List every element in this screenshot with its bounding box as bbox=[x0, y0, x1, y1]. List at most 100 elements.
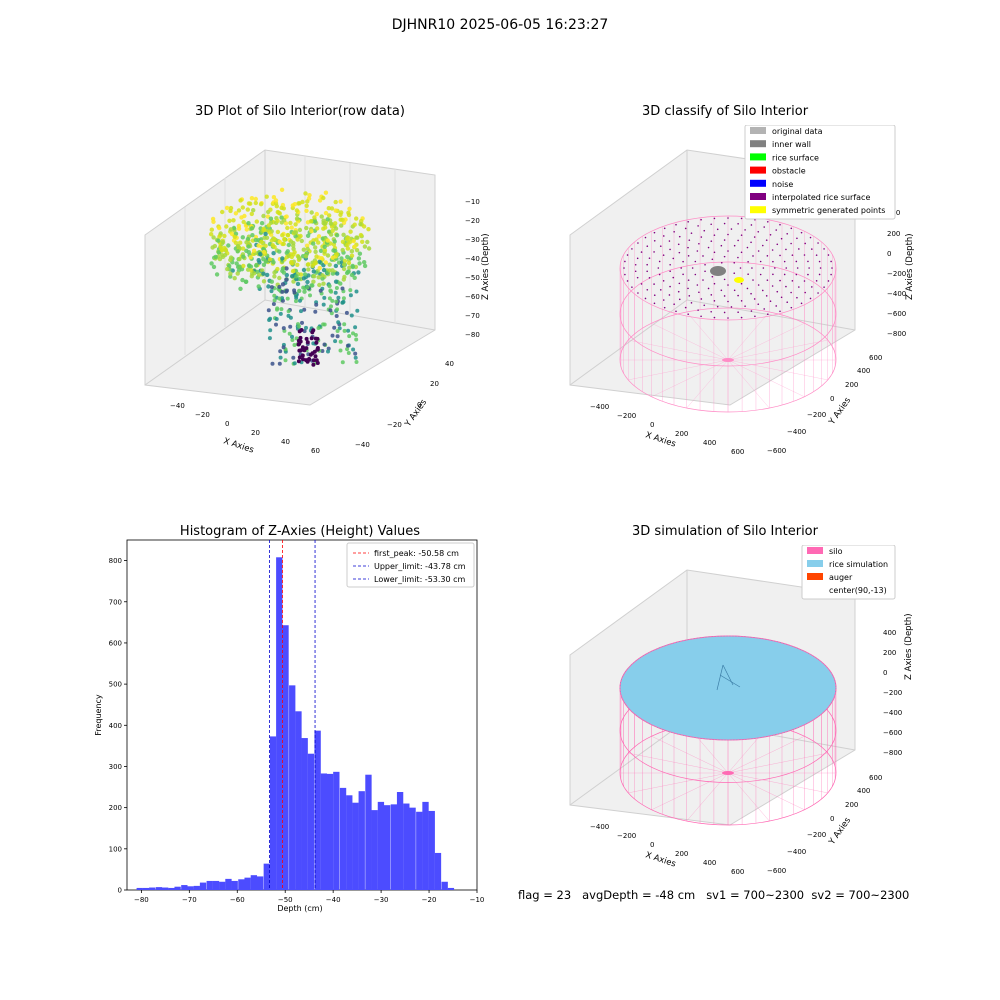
histogram-bar bbox=[396, 792, 404, 890]
histogram-bar bbox=[238, 879, 245, 890]
simulation-3d-plot: −400 −200 0 200 400 600 X Axies −600 −40… bbox=[569, 545, 914, 876]
histogram-bar bbox=[390, 804, 398, 890]
simulation-rice-surface bbox=[619, 635, 837, 741]
classify-legend: original data inner wall rice surface obsta… bbox=[744, 125, 896, 220]
histogram-bar bbox=[263, 863, 270, 890]
legend-entry: center(90,-13) bbox=[829, 586, 887, 595]
symmetric-points bbox=[734, 277, 744, 283]
legend-entry: auger bbox=[829, 573, 853, 582]
tick-label: 20 bbox=[430, 380, 439, 388]
histogram-bar bbox=[219, 881, 226, 890]
histogram-bar bbox=[187, 886, 194, 890]
histogram-bar bbox=[155, 887, 163, 890]
tick-label: −200 bbox=[807, 831, 826, 839]
tick-label: −600 bbox=[883, 729, 902, 737]
histogram-bar bbox=[142, 887, 150, 890]
tick-label: −40 bbox=[170, 402, 185, 410]
histogram-y-axis-label: Frequency bbox=[94, 694, 103, 736]
tick-label: −70 bbox=[465, 312, 480, 320]
histogram-bar bbox=[441, 881, 448, 890]
histogram-bar bbox=[193, 885, 200, 890]
simulation-z-axis-label: Z Axies (Depth) bbox=[904, 613, 914, 680]
status-line: flag = 23 avgDepth = -48 cm sv1 = 700~23… bbox=[518, 888, 910, 902]
tick-label: 200 bbox=[845, 801, 858, 809]
histogram-bar bbox=[409, 807, 416, 890]
tick-label: −400 bbox=[887, 290, 906, 298]
histogram-bar bbox=[314, 730, 321, 890]
histogram-bar bbox=[383, 805, 391, 890]
histogram-bar bbox=[231, 880, 238, 890]
histogram-bar bbox=[244, 877, 251, 890]
tick-label: 40 bbox=[281, 438, 290, 446]
tick-label: 200 bbox=[109, 804, 122, 812]
tick-label: −200 bbox=[887, 270, 906, 278]
tick-label: −20 bbox=[195, 411, 210, 419]
raw-x-axis-label: X Axies bbox=[222, 436, 255, 455]
tick-label: −70 bbox=[182, 896, 197, 904]
histogram-bar bbox=[416, 811, 423, 890]
tick-label: −400 bbox=[787, 848, 806, 856]
histogram-bar bbox=[181, 885, 188, 890]
depth-histogram: −80 −70 −60 −50 −40 −30 −20 −10 0 100 200 300 400 500… bbox=[94, 539, 485, 913]
histogram-bar bbox=[162, 887, 169, 890]
tick-label: −400 bbox=[590, 823, 609, 831]
tick-label: −30 bbox=[374, 896, 389, 904]
histogram-bar bbox=[377, 801, 385, 890]
tick-label: −50 bbox=[465, 274, 480, 282]
tick-label: −40 bbox=[326, 896, 341, 904]
tick-label: 200 bbox=[845, 381, 858, 389]
tick-label: −10 bbox=[470, 896, 485, 904]
tick-label: 40 bbox=[445, 360, 454, 368]
classify-silo-wireframe bbox=[619, 215, 837, 413]
tick-label: 0 bbox=[883, 669, 887, 677]
raw-panel-title: 3D Plot of Silo Interior(row data) bbox=[195, 104, 405, 119]
histogram-bar bbox=[256, 876, 264, 890]
raw-y-ticks: −40 −20 0 20 40 bbox=[355, 360, 454, 449]
tick-label: 100 bbox=[109, 845, 122, 853]
simulation-z-ticks: 400 200 0 −200 −400 −600 −800 bbox=[883, 629, 902, 757]
tick-label: −800 bbox=[887, 330, 906, 338]
tick-label: −20 bbox=[387, 421, 402, 429]
classify-x-ticks: −400 −200 0 200 400 600 bbox=[590, 403, 744, 456]
histogram-bar bbox=[149, 887, 156, 890]
histogram-bar bbox=[447, 887, 455, 890]
simulation-panel-title: 3D simulation of Silo Interior bbox=[632, 524, 818, 539]
classify-x-axis-label: X Axies bbox=[644, 430, 677, 449]
tick-label: 200 bbox=[675, 850, 688, 858]
raw-3d-box bbox=[144, 149, 436, 406]
histogram-bar bbox=[199, 882, 207, 890]
legend-entry: rice surface bbox=[772, 153, 819, 162]
tick-label: 800 bbox=[109, 557, 122, 565]
histogram-legend: first_peak: -50.58 cm Upper_limit: -43.78… bbox=[346, 542, 475, 588]
tick-label: −600 bbox=[767, 867, 786, 875]
tick-label: −40 bbox=[465, 255, 480, 263]
histogram-bar bbox=[307, 753, 315, 890]
raw-z-ticks: −10 −20 −30 −40 −50 −60 −70 −80 bbox=[465, 198, 480, 339]
simulation-x-ticks: −400 −200 0 200 400 600 bbox=[590, 823, 744, 876]
histogram-bar bbox=[174, 886, 181, 890]
tick-label: 0 bbox=[650, 421, 654, 429]
tick-label: 400 bbox=[703, 859, 716, 867]
tick-label: 400 bbox=[857, 787, 870, 795]
histogram-reference-lines bbox=[268, 540, 316, 890]
tick-label: −200 bbox=[617, 412, 636, 420]
tick-label: −50 bbox=[278, 896, 293, 904]
tick-label: −200 bbox=[617, 832, 636, 840]
histogram-bar bbox=[225, 878, 232, 890]
tick-label: −30 bbox=[465, 236, 480, 244]
simulation-legend: silo rice simulation auger center(90,-13) bbox=[801, 545, 896, 600]
tick-label: 500 bbox=[109, 681, 122, 689]
tick-label: −60 bbox=[465, 293, 480, 301]
tick-label: −20 bbox=[465, 217, 480, 225]
tick-label: −80 bbox=[134, 896, 149, 904]
inner-wall-points bbox=[710, 266, 726, 276]
legend-entry: Upper_limit: -43.78 cm bbox=[374, 562, 466, 571]
tick-label: 600 bbox=[731, 868, 744, 876]
classify-rice-points bbox=[623, 217, 833, 319]
raw-z-axis-label: Z Axies (Depth) bbox=[481, 233, 491, 300]
tick-label: 0 bbox=[225, 420, 229, 428]
tick-label: −400 bbox=[787, 428, 806, 436]
tick-label: 0 bbox=[650, 841, 654, 849]
classify-z-axis-label: Z Axies (Depth) bbox=[905, 233, 915, 300]
tick-label: 600 bbox=[869, 774, 882, 782]
